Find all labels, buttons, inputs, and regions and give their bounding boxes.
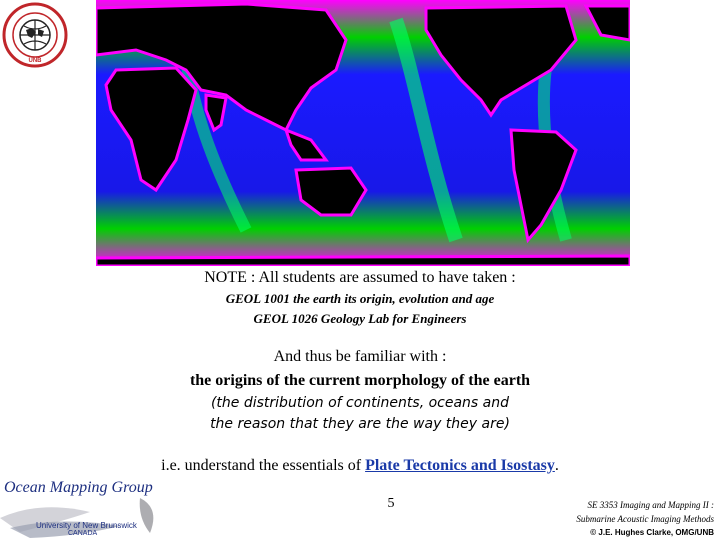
page-number: 5 — [387, 496, 395, 511]
course-credit-line-1: SE 3353 Imaging and Mapping II : — [587, 500, 714, 510]
course-geol-1026: GEOL 1026 Geology Lab for Engineers — [253, 311, 467, 326]
essentials-prefix: i.e. understand the essentials of — [161, 457, 366, 474]
essentials-suffix: . — [554, 457, 559, 474]
plate-tectonics-link[interactable]: Plate Tectonics and Isostasy — [365, 457, 555, 474]
distribution-line-2: the reason that they are the way they ar… — [210, 416, 510, 432]
note-heading: NOTE : All students are assumed to have … — [204, 269, 516, 286]
omg-logo-graphic — [0, 498, 154, 538]
course-credit-line-2: Submarine Acoustic Imaging Methods — [576, 514, 714, 524]
omg-group-name: Ocean Mapping Group — [4, 479, 153, 496]
distribution-line-1: (the distribution of continents, oceans … — [210, 395, 510, 411]
world-bathymetry-map — [96, 0, 630, 266]
essentials-line: i.e. understand the essentials of Plate … — [0, 457, 720, 475]
course-geol-1001: GEOL 1001 the earth its origin, evolutio… — [225, 291, 495, 306]
familiar-line: And thus be familiar with : — [273, 348, 447, 365]
copyright-line: © J.E. Hughes Clarke, OMG/UNB — [590, 528, 714, 537]
unb-logo-caption: UNB — [29, 58, 43, 64]
unb-geodesy-logo: UNB — [2, 2, 68, 68]
omg-country: CANADA — [68, 530, 98, 537]
omg-university: University of New Brunswick — [36, 521, 137, 530]
origins-line: the origins of the current morphology of… — [189, 372, 531, 389]
